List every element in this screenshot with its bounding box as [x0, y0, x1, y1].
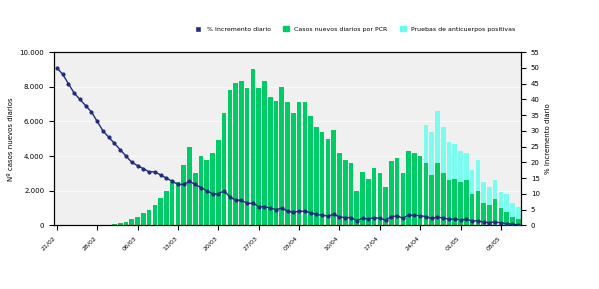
Bar — [268, 97, 273, 225]
Bar — [487, 205, 492, 225]
Bar — [423, 163, 428, 225]
Bar — [464, 153, 468, 180]
Bar — [418, 156, 422, 225]
Bar — [250, 69, 255, 225]
Bar — [245, 88, 249, 225]
Bar — [498, 192, 503, 208]
Bar — [124, 222, 128, 225]
Bar — [262, 81, 267, 225]
Bar — [314, 127, 319, 225]
Bar — [320, 132, 325, 225]
Bar — [510, 203, 515, 217]
Bar — [129, 219, 134, 225]
Bar — [153, 205, 157, 225]
Bar — [482, 203, 486, 225]
Bar — [331, 130, 336, 225]
Bar — [412, 153, 417, 225]
Bar — [458, 151, 463, 182]
Bar — [280, 87, 284, 225]
Bar — [470, 194, 474, 225]
Bar — [435, 111, 440, 163]
Bar — [377, 173, 382, 225]
Bar — [395, 158, 400, 225]
Bar — [504, 212, 509, 225]
Bar — [516, 219, 521, 225]
Bar — [181, 165, 186, 225]
Bar — [118, 223, 123, 225]
Bar — [233, 83, 238, 225]
Bar — [452, 144, 457, 179]
Legend: % Incremento diario, Casos nuevos diarios por PCR, Pruebas de anticuerpos positi: % Incremento diario, Casos nuevos diario… — [193, 24, 518, 34]
Bar — [291, 113, 295, 225]
Bar — [389, 161, 394, 225]
Bar — [147, 210, 152, 225]
Bar — [504, 194, 509, 212]
Y-axis label: % Incremento diario: % Incremento diario — [546, 103, 552, 174]
Bar — [487, 187, 492, 205]
Bar — [210, 153, 215, 225]
Bar — [435, 163, 440, 225]
Bar — [493, 180, 498, 199]
Bar — [343, 160, 347, 225]
Bar — [406, 151, 411, 225]
Bar — [239, 81, 244, 225]
Bar — [337, 153, 342, 225]
Bar — [429, 175, 434, 225]
Bar — [516, 207, 521, 219]
Bar — [360, 172, 365, 225]
Bar — [401, 173, 405, 225]
Bar — [302, 102, 307, 225]
Bar — [222, 113, 226, 225]
Bar — [447, 142, 451, 180]
Bar — [355, 191, 359, 225]
Bar — [441, 173, 446, 225]
Bar — [112, 224, 117, 225]
Bar — [498, 208, 503, 225]
Bar — [274, 101, 279, 225]
Bar — [476, 160, 480, 191]
Bar — [423, 125, 428, 163]
Bar — [187, 147, 192, 225]
Bar — [429, 132, 434, 175]
Bar — [176, 182, 180, 225]
Bar — [470, 170, 474, 194]
Bar — [383, 187, 388, 225]
Bar — [326, 139, 330, 225]
Bar — [372, 168, 376, 225]
Bar — [441, 127, 446, 173]
Bar — [464, 180, 468, 225]
Bar — [482, 182, 486, 203]
Bar — [141, 213, 146, 225]
Y-axis label: Nº casos nuevos diarios: Nº casos nuevos diarios — [8, 97, 14, 181]
Bar — [458, 182, 463, 225]
Bar — [297, 102, 301, 225]
Bar — [135, 217, 140, 225]
Bar — [285, 102, 290, 225]
Bar — [158, 198, 163, 225]
Bar — [204, 160, 209, 225]
Bar — [193, 173, 198, 225]
Bar — [366, 179, 371, 225]
Bar — [228, 90, 232, 225]
Bar — [510, 217, 515, 225]
Bar — [493, 199, 498, 225]
Bar — [308, 116, 313, 225]
Bar — [447, 180, 451, 225]
Bar — [256, 88, 261, 225]
Bar — [349, 163, 353, 225]
Bar — [216, 140, 220, 225]
Bar — [452, 179, 457, 225]
Bar — [199, 156, 203, 225]
Bar — [164, 191, 169, 225]
Bar — [170, 182, 174, 225]
Bar — [476, 191, 480, 225]
